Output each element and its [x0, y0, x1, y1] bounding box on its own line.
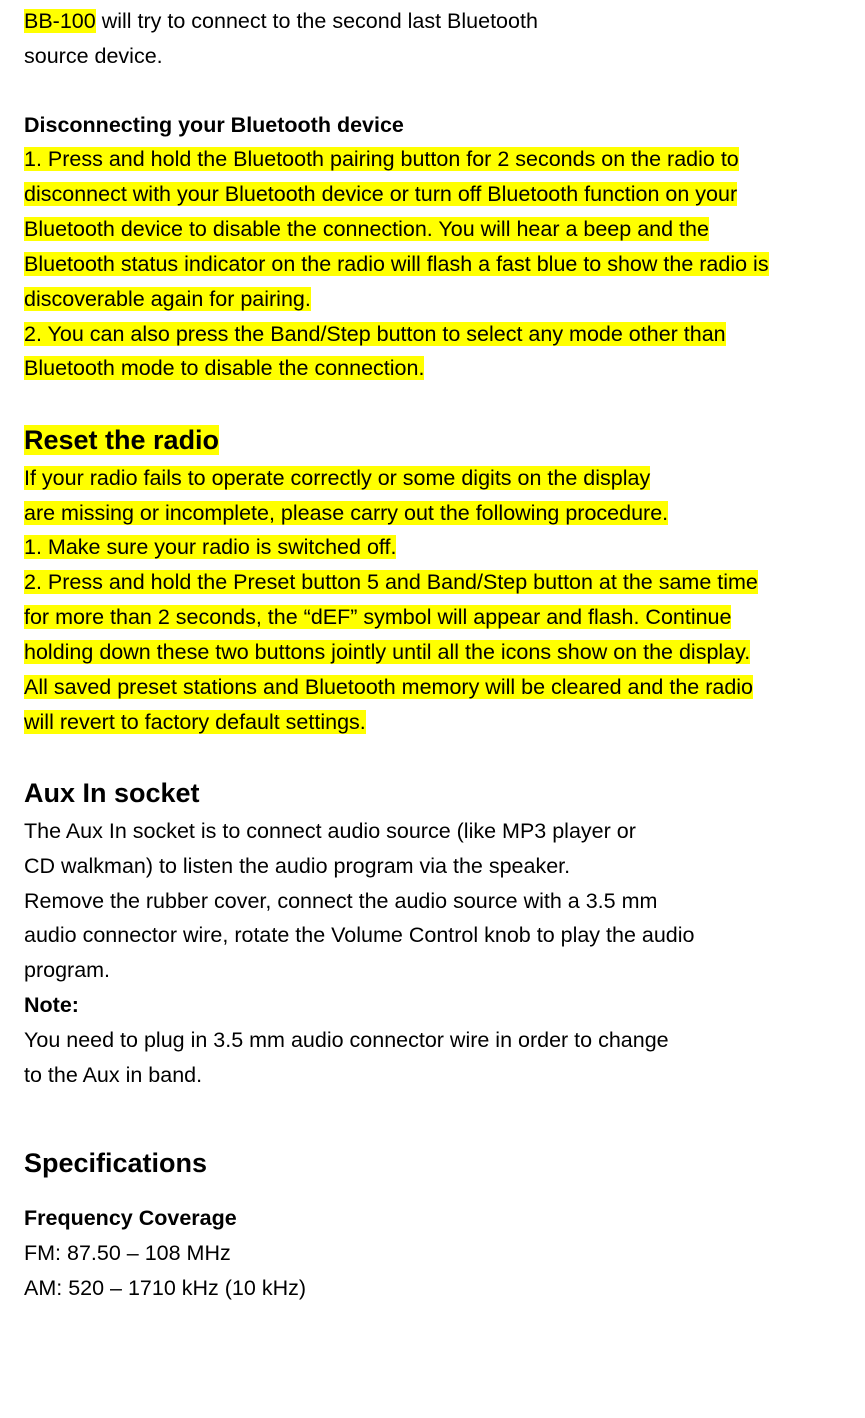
document-page: BB-100 will try to connect to the second… — [0, 0, 865, 1330]
disconnect-line: discoverable again for pairing. — [24, 287, 311, 311]
reset-line: are missing or incomplete, please carry … — [24, 501, 668, 525]
spacer — [24, 739, 841, 773]
reset-line: holding down these two buttons jointly u… — [24, 640, 750, 664]
disconnect-line: Bluetooth status indicator on the radio … — [24, 252, 769, 276]
reset-line: All saved preset stations and Bluetooth … — [24, 675, 753, 699]
reset-body: If your radio fails to operate correctly… — [24, 461, 841, 740]
aux-line: audio connector wire, rotate the Volume … — [24, 923, 695, 947]
aux-line: program. — [24, 958, 110, 982]
aux-note-body: You need to plug in 3.5 mm audio connect… — [24, 1023, 841, 1093]
aux-line: CD walkman) to listen the audio program … — [24, 854, 570, 878]
aux-note-line: to the Aux in band. — [24, 1063, 202, 1087]
reset-line: 1. Make sure your radio is switched off. — [24, 535, 396, 559]
disconnect-line: 1. Press and hold the Bluetooth pairing … — [24, 147, 739, 171]
reset-line: will revert to factory default settings. — [24, 710, 366, 734]
intro-paragraph: BB-100 will try to connect to the second… — [24, 4, 841, 74]
spacer — [24, 74, 841, 108]
disconnect-line: 2. You can also press the Band/Step butt… — [24, 322, 726, 346]
intro-line1-rest: will try to connect to the second last B… — [96, 9, 538, 33]
aux-line: The Aux In socket is to connect audio so… — [24, 819, 636, 843]
disconnect-heading: Disconnecting your Bluetooth device — [24, 108, 841, 143]
disconnect-line: disconnect with your Bluetooth device or… — [24, 182, 737, 206]
disconnect-body: 1. Press and hold the Bluetooth pairing … — [24, 142, 841, 386]
disconnect-line: Bluetooth mode to disable the connection… — [24, 356, 424, 380]
aux-body: The Aux In socket is to connect audio so… — [24, 814, 841, 988]
freq-coverage-heading: Frequency Coverage — [24, 1201, 841, 1236]
spacer — [24, 1183, 841, 1201]
model-number: BB-100 — [24, 9, 96, 33]
freq-am: AM: 520 – 1710 kHz (10 kHz) — [24, 1276, 306, 1300]
aux-line: Remove the rubber cover, connect the aud… — [24, 889, 657, 913]
aux-heading: Aux In socket — [24, 773, 841, 814]
disconnect-line: Bluetooth device to disable the connecti… — [24, 217, 709, 241]
aux-note-line: You need to plug in 3.5 mm audio connect… — [24, 1028, 669, 1052]
freq-body: FM: 87.50 – 108 MHz AM: 520 – 1710 kHz (… — [24, 1236, 841, 1306]
reset-line: for more than 2 seconds, the “dEF” symbo… — [24, 605, 731, 629]
aux-note-label: Note: — [24, 988, 841, 1023]
intro-line2: source device. — [24, 44, 163, 68]
spacer — [24, 386, 841, 420]
reset-heading: Reset the radio — [24, 425, 219, 455]
spacer — [24, 1093, 841, 1143]
reset-line: 2. Press and hold the Preset button 5 an… — [24, 570, 758, 594]
specs-heading: Specifications — [24, 1143, 841, 1184]
reset-line: If your radio fails to operate correctly… — [24, 466, 650, 490]
freq-fm: FM: 87.50 – 108 MHz — [24, 1241, 231, 1265]
reset-heading-wrap: Reset the radio — [24, 420, 841, 461]
